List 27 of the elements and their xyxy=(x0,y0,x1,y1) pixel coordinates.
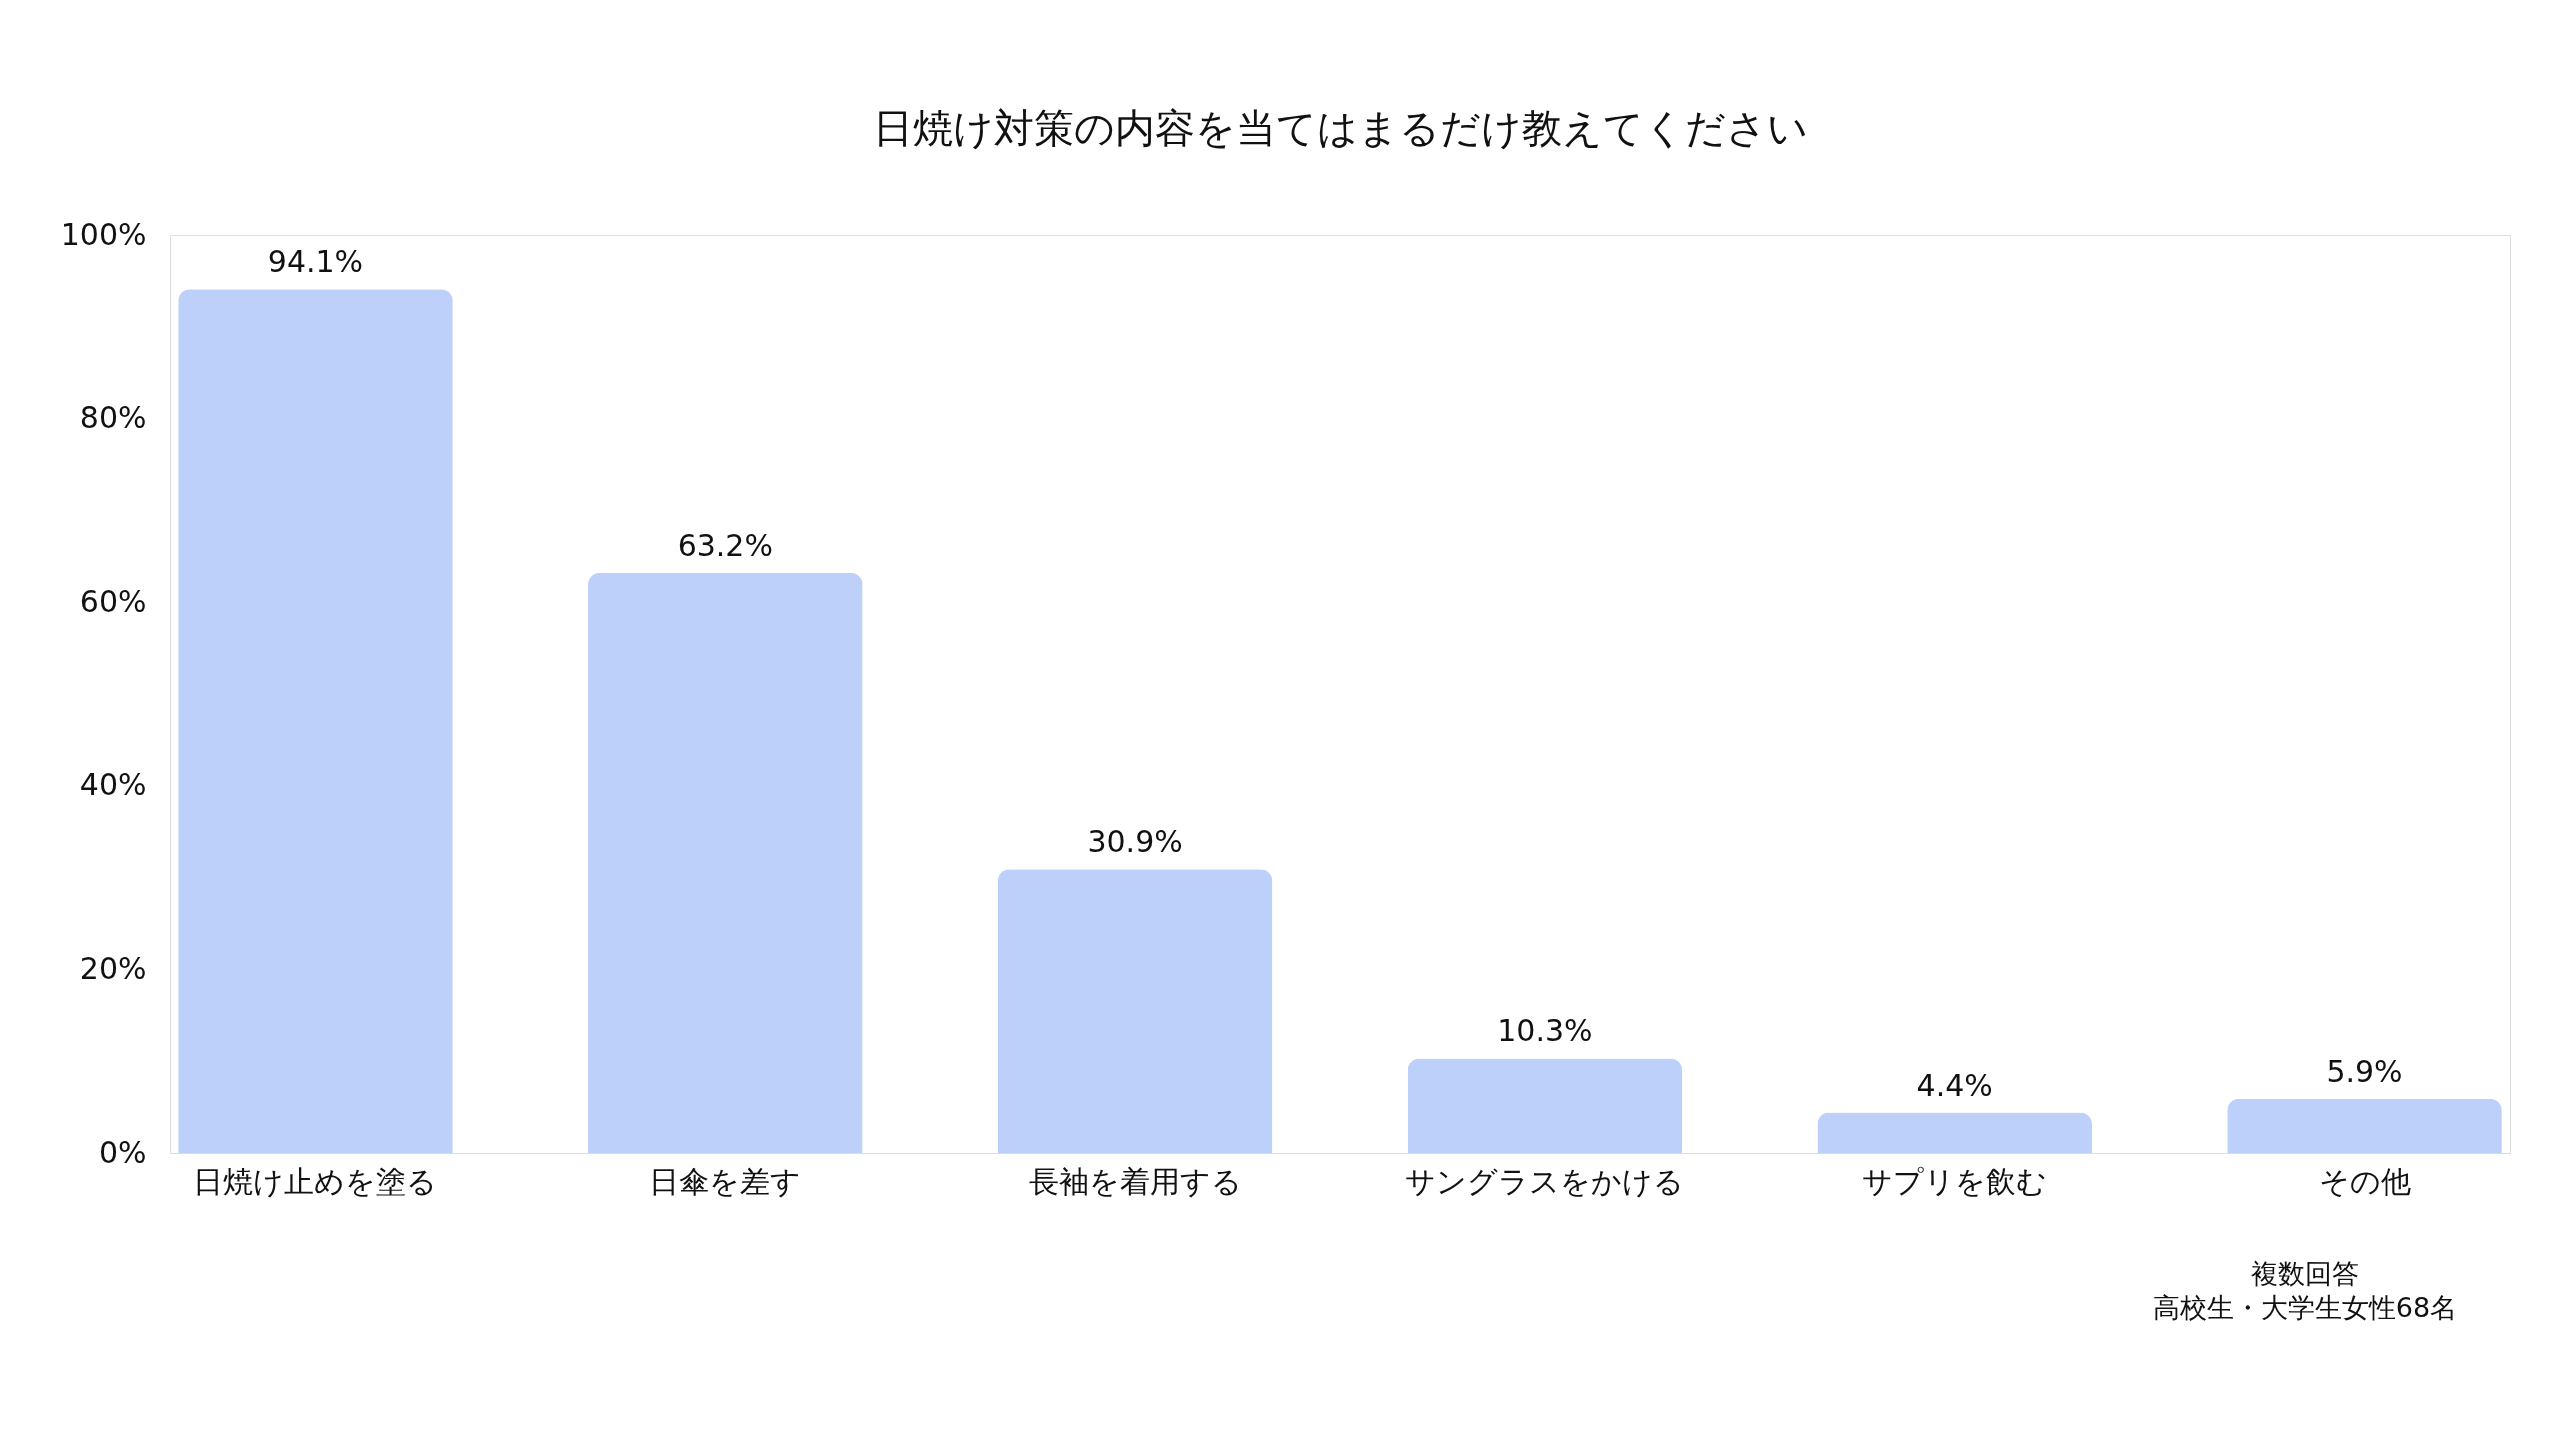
x-tick-label: サプリを飲む xyxy=(1862,1163,2048,1199)
bar xyxy=(997,869,1273,1153)
x-tick-label: その他 xyxy=(2318,1163,2411,1199)
data-label: 4.4% xyxy=(1916,1067,1993,1103)
text: 高校生・大学生女性68名 xyxy=(2152,1292,2458,1323)
bar xyxy=(2227,1098,2502,1153)
data-label: 5.9% xyxy=(2326,1053,2403,1089)
x-tick-label: サングラスをかける xyxy=(1405,1163,1685,1199)
x-tick-label: 長袖を着用する xyxy=(1028,1163,1242,1199)
bar xyxy=(1407,1058,1683,1153)
data-label: 63.2% xyxy=(677,527,773,563)
y-tick-label: 80% xyxy=(79,400,147,436)
y-tick-label: 60% xyxy=(79,583,147,619)
y-tick-label: 20% xyxy=(79,950,147,986)
bar xyxy=(1817,1112,2092,1153)
bar xyxy=(588,572,863,1153)
x-tick-label: 日焼け止めを塗る xyxy=(193,1163,438,1199)
bar xyxy=(178,289,453,1153)
chart-title: 日焼け対策の内容を当てはまるだけ教えてください xyxy=(872,105,1808,151)
data-label: 10.3% xyxy=(1497,1013,1593,1049)
data-label: 30.9% xyxy=(1087,824,1183,860)
y-tick-label: 40% xyxy=(79,767,147,803)
y-tick-label: 0% xyxy=(98,1134,147,1170)
x-tick-label: 日傘を差す xyxy=(649,1163,802,1199)
text: 複数回答 xyxy=(2251,1258,2359,1289)
y-tick-label: 100% xyxy=(60,216,147,252)
data-label: 94.1% xyxy=(267,244,364,280)
